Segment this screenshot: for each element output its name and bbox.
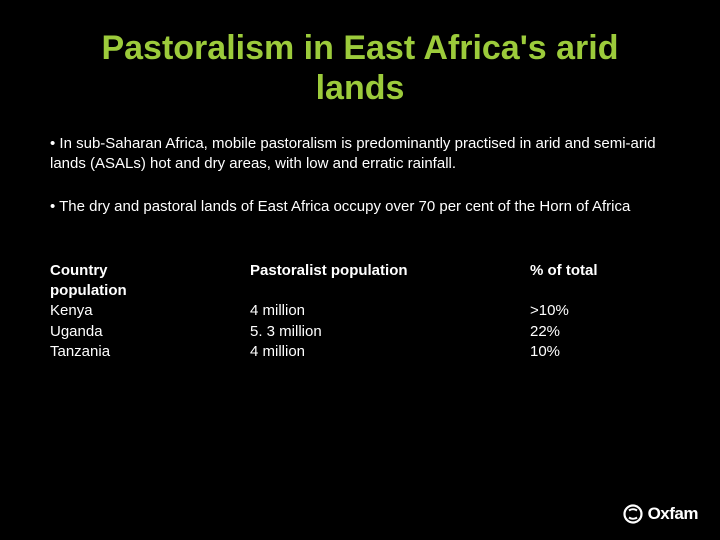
- cell-pct: 10%: [530, 342, 670, 362]
- oxfam-icon: [623, 504, 643, 524]
- empty-cell: [250, 281, 530, 301]
- cell-pastoralist: 4 million: [250, 342, 530, 362]
- bullet-2: • The dry and pastoral lands of East Afr…: [50, 197, 670, 217]
- slide: Pastoralism in East Africa's arid lands …: [0, 0, 720, 540]
- cell-pct: >10%: [530, 301, 670, 321]
- header-country: Country: [50, 261, 250, 281]
- table-row: Tanzania 4 million 10%: [50, 342, 670, 362]
- empty-cell: [530, 281, 670, 301]
- cell-pastoralist: 5. 3 million: [250, 322, 530, 342]
- cell-pastoralist: 4 million: [250, 301, 530, 321]
- header-country-line1: Country: [50, 261, 250, 281]
- header-pct: % of total: [530, 261, 670, 281]
- table-row: Kenya 4 million >10%: [50, 301, 670, 321]
- table-header-row2: population: [50, 281, 670, 301]
- data-table: Country Pastoralist population % of tota…: [50, 261, 670, 362]
- table-row: Uganda 5. 3 million 22%: [50, 322, 670, 342]
- cell-pct: 22%: [530, 322, 670, 342]
- header-pastoralist: Pastoralist population: [250, 261, 530, 281]
- slide-title: Pastoralism in East Africa's arid lands: [70, 28, 650, 108]
- bullet-1: • In sub-Saharan Africa, mobile pastoral…: [50, 134, 670, 175]
- cell-country: Kenya: [50, 301, 250, 321]
- oxfam-logo: Oxfam: [623, 504, 698, 524]
- header-country-line2: population: [50, 281, 250, 301]
- cell-country: Tanzania: [50, 342, 250, 362]
- table-header-row: Country Pastoralist population % of tota…: [50, 261, 670, 281]
- oxfam-logo-text: Oxfam: [648, 504, 698, 524]
- cell-country: Uganda: [50, 322, 250, 342]
